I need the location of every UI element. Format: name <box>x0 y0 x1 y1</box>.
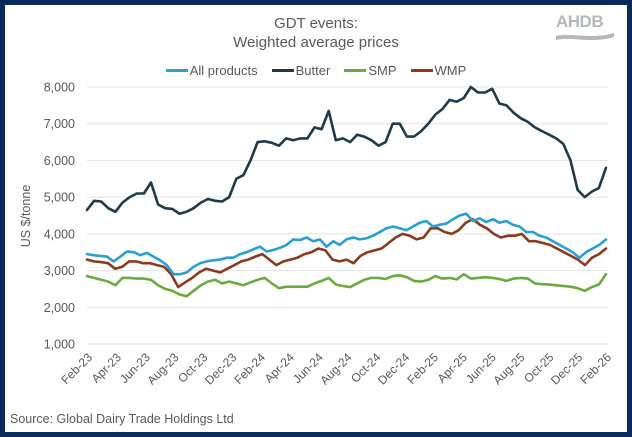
series-line-wmp <box>85 217 608 289</box>
x-tick-label: Dec-25 <box>548 350 585 387</box>
logo-swoosh-icon <box>556 33 614 40</box>
y-tick-label: 3,000 <box>44 264 75 278</box>
series-line-all-products <box>85 212 608 276</box>
legend-item-all-products: All products <box>165 63 258 78</box>
y-tick-label: 7,000 <box>44 117 75 131</box>
source-note: Source: Global Dairy Trade Holdings Ltd <box>10 412 234 426</box>
legend-label: SMP <box>368 63 397 78</box>
ahdb-logo: AHDB <box>556 12 616 46</box>
legend: All products Butter SMP WMP <box>0 63 632 78</box>
x-tick-label: Apr-24 <box>262 350 298 386</box>
y-tick-label: 8,000 <box>44 81 75 95</box>
y-axis-ticks: 1,000 2,000 3,000 4,000 5,000 6,000 7,000 8,000 <box>44 81 75 352</box>
x-tick-label: Aug-24 <box>317 350 354 387</box>
x-tick-label: Aug-25 <box>490 350 527 387</box>
y-tick-label: 4,000 <box>44 227 75 241</box>
legend-label: WMP <box>434 63 467 78</box>
x-tick-label: Feb-25 <box>404 350 441 387</box>
legend-swatch <box>165 69 188 72</box>
series-lines <box>85 85 608 298</box>
legend-item-smp: SMP <box>344 63 397 78</box>
y-tick-label: 1,000 <box>44 338 75 352</box>
legend-label: All products <box>189 63 258 78</box>
legend-swatch <box>271 69 294 72</box>
legend-label: Butter <box>295 63 331 78</box>
y-axis-label: US $/tonne <box>19 185 33 248</box>
y-tick-label: 2,000 <box>44 301 75 315</box>
x-tick-label: Dec-23 <box>202 350 239 387</box>
x-tick-label: Dec-24 <box>375 350 412 387</box>
legend-swatch <box>410 69 433 72</box>
x-tick-label: Apr-25 <box>435 350 471 386</box>
x-tick-label: Apr-23 <box>89 350 125 386</box>
x-tick-label: Feb-24 <box>231 350 268 387</box>
chart-subtitle: Weighted average prices <box>233 34 399 51</box>
series-line-butter <box>85 85 608 215</box>
chart-title: GDT events: <box>274 15 358 32</box>
legend-swatch <box>344 69 367 72</box>
x-tick-label: Feb-26 <box>577 350 614 387</box>
series-line-smp <box>85 272 608 298</box>
legend-item-butter: Butter <box>271 63 331 78</box>
gridlines <box>87 86 608 345</box>
y-tick-label: 6,000 <box>44 154 75 168</box>
legend-item-wmp: WMP <box>410 63 467 78</box>
x-tick-label: Aug-23 <box>144 350 181 387</box>
x-tick-label: Feb-23 <box>58 350 95 387</box>
y-tick-label: 5,000 <box>44 191 75 205</box>
x-axis-ticks: Feb-23Apr-23Jun-23Aug-23Oct-23Dec-23Feb-… <box>58 350 614 387</box>
logo-text: AHDB <box>556 12 604 31</box>
